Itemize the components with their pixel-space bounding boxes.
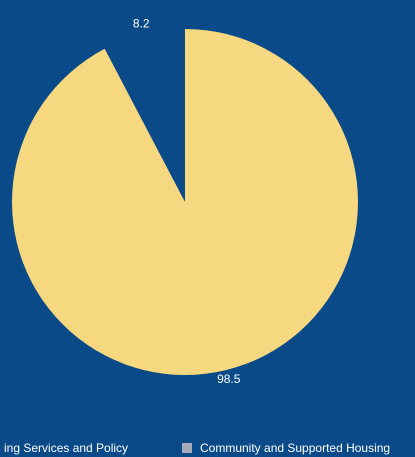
data-label: 8.2 <box>133 16 150 30</box>
pie-slice <box>104 29 185 202</box>
legend-label: ing Services and Policy <box>4 441 128 455</box>
legend-marker <box>182 443 192 453</box>
pie-slice <box>11 29 359 375</box>
data-label: 98.5 <box>217 372 241 386</box>
legend-label: Community and Supported Housing <box>200 441 390 455</box>
